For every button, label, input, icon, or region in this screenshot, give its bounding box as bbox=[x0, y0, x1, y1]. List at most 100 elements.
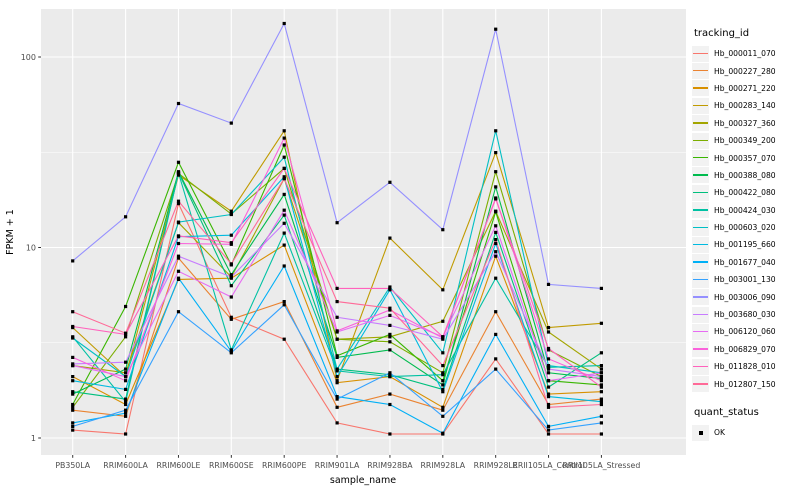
legend-line-swatch-icon bbox=[693, 139, 708, 142]
data-point bbox=[388, 306, 392, 310]
data-point bbox=[71, 392, 75, 396]
legend-line-swatch-icon bbox=[693, 157, 708, 159]
data-point bbox=[176, 241, 181, 246]
data-point bbox=[176, 199, 181, 203]
legend-line-swatch-icon bbox=[693, 278, 708, 281]
legend-item-Hb_000283_140: Hb_000283_140 bbox=[692, 97, 798, 114]
y-axis-tick-labels: 1 10 100 bbox=[21, 53, 36, 443]
series-points bbox=[71, 21, 603, 436]
legend-item-label: Hb_011828_010 bbox=[714, 362, 776, 372]
legend-item-Hb_000227_280: Hb_000227_280 bbox=[692, 62, 798, 80]
data-point bbox=[176, 310, 181, 314]
data-point bbox=[282, 213, 286, 217]
x-tick-label: RRIM928LA bbox=[420, 461, 465, 470]
legend-line-swatch-icon bbox=[693, 191, 708, 194]
legend-line-swatch-icon bbox=[693, 122, 708, 124]
legend-key-box bbox=[692, 80, 709, 97]
legend-line-swatch-icon bbox=[693, 261, 708, 263]
x-axis-title: sample_name bbox=[330, 475, 396, 486]
data-point bbox=[282, 231, 286, 235]
data-point bbox=[599, 414, 603, 418]
x-tick-label: PB350LA bbox=[55, 461, 90, 470]
data-point bbox=[388, 375, 392, 379]
data-point bbox=[71, 364, 75, 368]
legend-title-tracking-id: tracking_id bbox=[694, 28, 750, 39]
data-point bbox=[229, 262, 233, 266]
legend-line-swatch-icon bbox=[693, 296, 708, 298]
plot-panel bbox=[41, 9, 686, 455]
data-point bbox=[71, 324, 75, 329]
data-point bbox=[124, 408, 128, 412]
data-point bbox=[176, 173, 181, 177]
y-tick-label: 1 bbox=[31, 434, 36, 443]
x-tick-label: RRIM600PE bbox=[262, 461, 306, 470]
data-point bbox=[388, 348, 392, 352]
data-point bbox=[229, 273, 233, 277]
legend-item-label: Hb_006829_070 bbox=[714, 344, 776, 354]
data-point bbox=[494, 241, 498, 246]
data-point bbox=[441, 351, 445, 355]
legend-line-swatch-icon bbox=[693, 226, 708, 228]
data-point bbox=[599, 421, 603, 425]
data-point bbox=[599, 432, 603, 436]
data-point bbox=[229, 284, 233, 288]
x-tick-label: RRIM600LA bbox=[103, 461, 148, 470]
data-point bbox=[229, 295, 233, 299]
data-point bbox=[124, 400, 128, 404]
data-point bbox=[124, 304, 128, 309]
data-point bbox=[494, 185, 498, 189]
data-point bbox=[441, 288, 445, 292]
data-point bbox=[441, 373, 445, 377]
data-point bbox=[176, 256, 181, 260]
legend-item-label: Hb_000271_220 bbox=[714, 83, 776, 93]
legend-item-Hb_001195_660: Hb_001195_660 bbox=[692, 236, 798, 253]
data-point bbox=[282, 166, 286, 170]
legend-key-box bbox=[692, 424, 709, 441]
data-point bbox=[599, 367, 603, 371]
legend-item-label: Hb_000388_080 bbox=[714, 170, 776, 180]
data-point bbox=[335, 367, 339, 371]
data-point bbox=[441, 228, 445, 232]
data-point bbox=[388, 332, 392, 336]
legend-items: Hb_000011_070 Hb_000227_280 Hb_000271_220 H… bbox=[692, 45, 798, 393]
legend-key-box bbox=[692, 376, 709, 393]
legend-line-swatch-icon bbox=[693, 365, 708, 368]
data-point bbox=[176, 202, 181, 206]
legend-item-Hb_006829_070: Hb_006829_070 bbox=[692, 341, 798, 358]
data-point bbox=[546, 364, 551, 368]
data-point bbox=[546, 405, 551, 409]
data-point bbox=[282, 175, 286, 179]
data-point bbox=[494, 151, 498, 155]
data-point bbox=[599, 379, 603, 383]
data-point bbox=[388, 323, 392, 327]
data-point bbox=[599, 351, 603, 355]
data-point bbox=[388, 340, 392, 344]
data-point bbox=[335, 405, 339, 409]
data-point bbox=[71, 259, 75, 263]
data-point bbox=[494, 332, 498, 336]
legend-item-label: Hb_003001_130 bbox=[714, 275, 776, 285]
data-point bbox=[546, 367, 551, 371]
data-point bbox=[388, 180, 392, 184]
data-point bbox=[124, 397, 128, 401]
data-point bbox=[494, 357, 498, 361]
data-point bbox=[71, 424, 75, 428]
legend-key-box bbox=[692, 271, 709, 288]
data-point bbox=[441, 319, 445, 323]
legend-key-box bbox=[692, 236, 709, 253]
data-point bbox=[599, 397, 603, 401]
data-point bbox=[546, 424, 551, 428]
data-point bbox=[546, 346, 551, 351]
legend-item-Hb_000357_070: Hb_000357_070 bbox=[692, 149, 798, 167]
data-point bbox=[335, 286, 339, 290]
legend-key-box bbox=[692, 358, 709, 375]
data-point bbox=[282, 221, 286, 225]
x-tick-label: RRII105LA_Control bbox=[512, 461, 584, 470]
data-point bbox=[546, 282, 551, 286]
data-point bbox=[229, 317, 233, 321]
legend-line-swatch-icon bbox=[693, 104, 708, 107]
data-point bbox=[494, 170, 498, 174]
data-point bbox=[335, 397, 339, 401]
data-point bbox=[282, 129, 286, 133]
